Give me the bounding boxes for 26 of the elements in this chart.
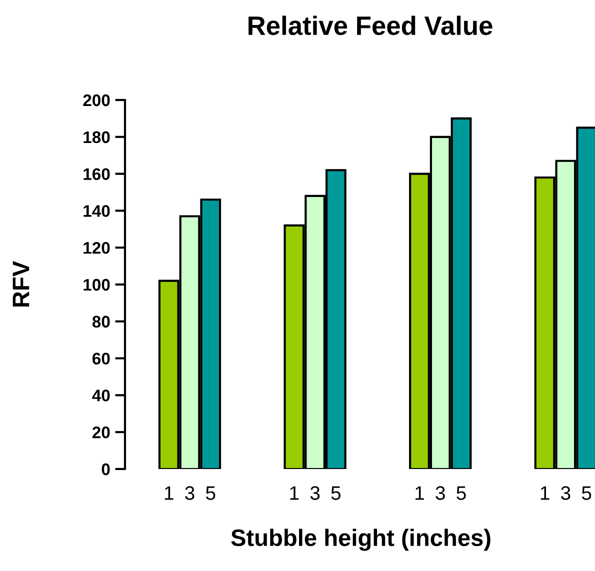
x-tick-label: 5 — [582, 486, 592, 500]
x-tick-label: 3 — [561, 486, 570, 500]
y-axis-title: RFV — [12, 261, 30, 307]
y-tick-label: 100 — [84, 278, 110, 291]
x-tick-label: 3 — [310, 486, 320, 500]
x-tick-label: 1 — [164, 486, 174, 500]
y-tick-label: 180 — [84, 131, 110, 144]
y-tick-label: 200 — [83, 94, 110, 106]
x-tick-label: 1 — [290, 486, 299, 500]
y-tick-label: 140 — [84, 205, 110, 217]
x-axis-title: Stubble height (inches) — [231, 528, 490, 551]
x-tick-label: 5 — [206, 486, 216, 500]
x-tick-label: 1 — [416, 486, 424, 500]
chart-title: Relative Feed Value — [248, 16, 492, 36]
x-tick-label: 1 — [540, 486, 550, 500]
x-tick-label: 3 — [185, 486, 194, 500]
y-tick-label: 40 — [92, 390, 110, 402]
y-tick-label: 20 — [92, 426, 110, 438]
y-tick-label: 120 — [84, 242, 110, 254]
x-tick-label: 5 — [456, 486, 466, 500]
x-tick-label: 5 — [331, 486, 341, 500]
y-tick-label: 60 — [92, 352, 110, 365]
y-tick-label: 0 — [102, 463, 110, 476]
x-tick-label: 3 — [436, 486, 445, 500]
y-tick-label: 80 — [92, 316, 110, 328]
y-tick-label: 160 — [84, 168, 110, 180]
